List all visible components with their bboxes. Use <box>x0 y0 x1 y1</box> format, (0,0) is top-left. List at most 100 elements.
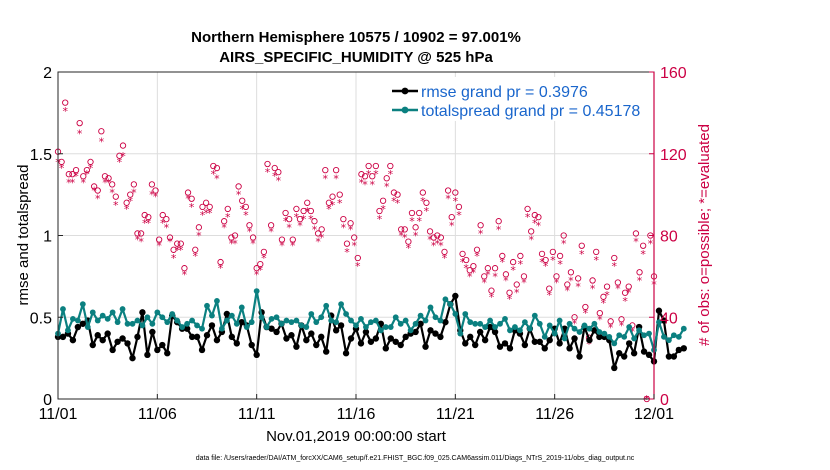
totalspread-point <box>541 333 548 340</box>
obs-possible-point <box>578 242 585 249</box>
rmse-point <box>69 336 77 344</box>
obs-possible-point <box>347 220 354 227</box>
rmse-point <box>253 351 260 359</box>
obs-possible-point <box>632 230 640 237</box>
obs-evaluated-point: * <box>268 225 274 238</box>
obs-possible-point <box>535 213 542 221</box>
totalspread-point <box>60 306 66 312</box>
rmse-point <box>303 336 310 344</box>
totalspread-point <box>427 304 434 311</box>
obs-possible-point <box>239 197 246 204</box>
data-file-footer: data file: /Users/raeder/DAI/ATM_forcXX/… <box>196 455 635 462</box>
obs-evaluated-point: * <box>333 172 339 185</box>
obs-possible-point <box>112 193 119 200</box>
obs-evaluated-point: * <box>474 250 480 263</box>
obs-possible-point <box>199 203 206 211</box>
obs-evaluated-point: * <box>164 221 170 234</box>
obs-possible-point <box>640 242 647 249</box>
totalspread-point <box>437 317 444 324</box>
obs-possible-point <box>502 271 510 278</box>
obs-possible-point <box>538 250 546 258</box>
rmse-point <box>467 333 474 341</box>
rmse-point <box>357 340 365 347</box>
obs-evaluated-point: * <box>561 238 567 251</box>
obs-evaluated-point: * <box>127 195 133 208</box>
obs-possible-point <box>231 232 239 239</box>
totalspread-point <box>268 315 275 322</box>
obs-evaluated-point: * <box>532 217 538 230</box>
obs-evaluated-point: * <box>525 211 531 224</box>
rmse-point <box>496 343 504 350</box>
rmse-point <box>342 350 350 357</box>
totalspread-point <box>368 319 374 326</box>
obs-evaluated-point: * <box>160 217 166 230</box>
y-tick-label: 1 <box>43 229 52 246</box>
totalspread-point <box>223 317 230 324</box>
obs-possible-point <box>517 252 524 260</box>
obs-evaluated-point: * <box>66 176 72 189</box>
obs-evaluated-point: * <box>630 326 636 339</box>
obs-possible-point <box>257 260 264 268</box>
obs-evaluated-point: * <box>554 277 560 290</box>
obs-evaluated-point: * <box>131 187 137 200</box>
obs-evaluated-point: * <box>398 230 404 243</box>
totalspread-point <box>104 315 111 322</box>
rmse-point <box>536 338 543 345</box>
obs-possible-point <box>177 240 184 247</box>
obs-possible-point <box>376 207 383 215</box>
y-right-tick-label: 0 <box>660 392 669 409</box>
totalspread-point <box>228 312 235 319</box>
totalspread-point <box>233 320 240 327</box>
obs-evaluated-point: * <box>319 232 325 245</box>
totalspread-point <box>238 304 245 311</box>
rmse-point <box>213 336 221 344</box>
totalspread-point <box>397 320 404 327</box>
y-right-tick-label: 160 <box>660 65 687 82</box>
obs-possible-point <box>343 240 351 247</box>
totalspread-point <box>432 314 439 321</box>
rmse-point <box>74 323 82 331</box>
obs-evaluated-point: * <box>207 207 213 220</box>
obs-evaluated-point: * <box>402 232 408 245</box>
rmse-point <box>198 346 206 354</box>
totalspread-point <box>621 333 628 340</box>
rmse-point <box>422 343 429 350</box>
totalspread-point <box>452 311 459 317</box>
obs-possible-point <box>567 269 575 276</box>
y-right-tick-label: 80 <box>660 229 678 246</box>
obs-possible-point <box>614 279 622 286</box>
rmse-point <box>372 335 380 342</box>
totalspread-point <box>189 317 196 324</box>
obs-evaluated-point: * <box>565 285 571 298</box>
obs-evaluated-point: * <box>120 150 126 163</box>
obs-evaluated-point: * <box>503 274 509 287</box>
obs-evaluated-point: * <box>492 270 498 283</box>
obs-possible-point <box>618 316 625 323</box>
obs-possible-point <box>564 281 571 288</box>
obs-evaluated-point: * <box>608 321 614 334</box>
rmse-point <box>392 338 399 345</box>
rmse-point <box>670 353 678 360</box>
totalspread-point <box>313 319 320 326</box>
obs-possible-point <box>398 226 405 233</box>
totalspread-point <box>139 322 146 329</box>
obs-evaluated-point: * <box>366 168 372 181</box>
obs-possible-point <box>267 222 275 229</box>
totalspread-point <box>179 324 186 330</box>
obs-possible-point <box>394 191 401 198</box>
totalspread-point <box>571 325 578 332</box>
obs-evaluated-point: * <box>546 289 552 302</box>
obs-evaluated-point: * <box>323 172 329 185</box>
obs-possible-point <box>271 164 278 172</box>
obs-evaluated-point: * <box>579 248 585 261</box>
obs-evaluated-point: * <box>225 211 231 224</box>
obs-possible-point <box>304 199 311 206</box>
obs-evaluated-point: * <box>70 176 76 189</box>
obs-possible-point <box>235 183 242 190</box>
totalspread-point <box>74 317 81 324</box>
obs-evaluated-point: * <box>568 274 574 287</box>
obs-possible-point <box>137 230 145 237</box>
obs-count-layer: ****************************************… <box>54 99 657 406</box>
obs-evaluated-point: * <box>236 189 242 202</box>
